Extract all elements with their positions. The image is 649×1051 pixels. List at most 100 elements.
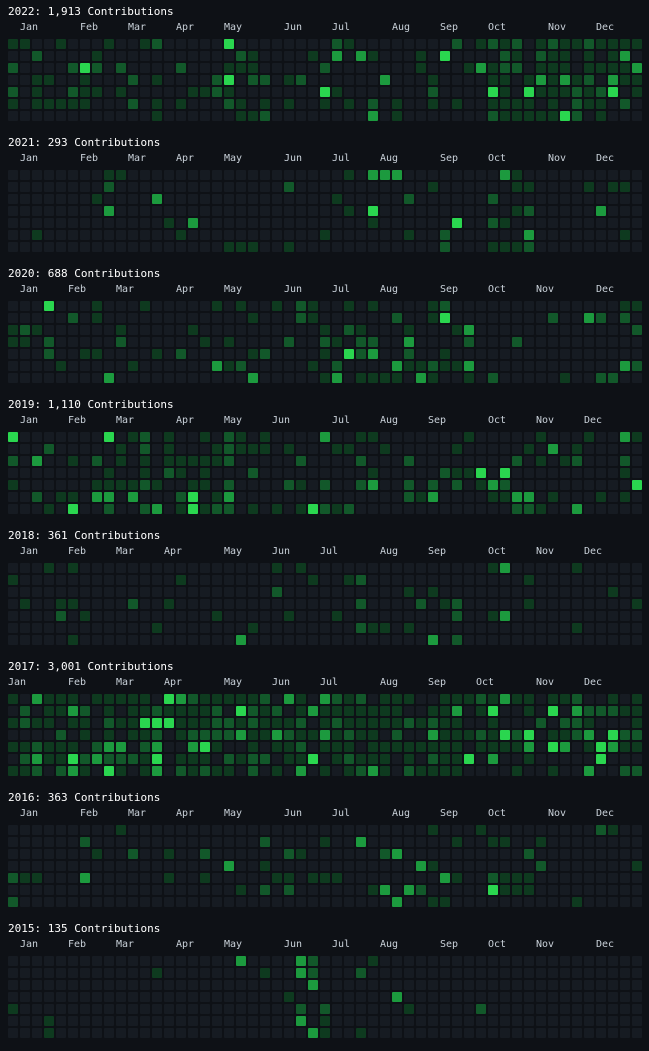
contribution-cell[interactable] [368, 623, 378, 633]
contribution-cell[interactable] [200, 694, 210, 704]
contribution-cell[interactable] [248, 956, 258, 966]
contribution-cell[interactable] [620, 1004, 630, 1014]
contribution-cell[interactable] [560, 325, 570, 335]
contribution-cell[interactable] [548, 718, 558, 728]
contribution-cell[interactable] [560, 623, 570, 633]
contribution-cell[interactable] [164, 563, 174, 573]
contribution-cell[interactable] [320, 504, 330, 514]
contribution-cell[interactable] [548, 492, 558, 502]
contribution-cell[interactable] [188, 742, 198, 752]
contribution-cell[interactable] [344, 492, 354, 502]
contribution-cell[interactable] [356, 825, 366, 835]
contribution-cell[interactable] [452, 742, 462, 752]
contribution-cell[interactable] [392, 51, 402, 61]
contribution-cell[interactable] [608, 754, 618, 764]
contribution-cell[interactable] [224, 373, 234, 383]
contribution-cell[interactable] [188, 432, 198, 442]
contribution-cell[interactable] [524, 1028, 534, 1038]
contribution-cell[interactable] [116, 39, 126, 49]
contribution-cell[interactable] [332, 480, 342, 490]
contribution-cell[interactable] [560, 635, 570, 645]
contribution-cell[interactable] [140, 1004, 150, 1014]
contribution-cell[interactable] [392, 75, 402, 85]
contribution-cell[interactable] [272, 51, 282, 61]
contribution-cell[interactable] [416, 39, 426, 49]
contribution-cell[interactable] [452, 1016, 462, 1026]
contribution-cell[interactable] [284, 111, 294, 121]
contribution-cell[interactable] [164, 849, 174, 859]
contribution-cell[interactable] [464, 563, 474, 573]
contribution-cell[interactable] [356, 492, 366, 502]
contribution-cell[interactable] [500, 99, 510, 109]
contribution-cell[interactable] [608, 206, 618, 216]
contribution-cell[interactable] [248, 51, 258, 61]
contribution-cell[interactable] [80, 111, 90, 121]
contribution-cell[interactable] [548, 706, 558, 716]
contribution-cell[interactable] [296, 575, 306, 585]
contribution-cell[interactable] [44, 1016, 54, 1026]
contribution-cell[interactable] [80, 349, 90, 359]
contribution-cell[interactable] [164, 766, 174, 776]
contribution-cell[interactable] [20, 718, 30, 728]
contribution-cell[interactable] [248, 825, 258, 835]
contribution-cell[interactable] [404, 754, 414, 764]
contribution-cell[interactable] [356, 301, 366, 311]
contribution-cell[interactable] [380, 968, 390, 978]
contribution-cell[interactable] [176, 861, 186, 871]
contribution-cell[interactable] [20, 39, 30, 49]
contribution-cell[interactable] [560, 242, 570, 252]
contribution-cell[interactable] [260, 361, 270, 371]
contribution-cell[interactable] [152, 337, 162, 347]
contribution-cell[interactable] [620, 99, 630, 109]
contribution-cell[interactable] [368, 718, 378, 728]
contribution-cell[interactable] [104, 51, 114, 61]
contribution-cell[interactable] [32, 849, 42, 859]
contribution-cell[interactable] [164, 111, 174, 121]
contribution-cell[interactable] [260, 837, 270, 847]
contribution-cell[interactable] [140, 873, 150, 883]
contribution-cell[interactable] [56, 111, 66, 121]
contribution-cell[interactable] [416, 956, 426, 966]
contribution-cell[interactable] [164, 837, 174, 847]
contribution-cell[interactable] [296, 182, 306, 192]
contribution-cell[interactable] [332, 980, 342, 990]
contribution-cell[interactable] [140, 504, 150, 514]
contribution-cell[interactable] [272, 694, 282, 704]
contribution-cell[interactable] [296, 456, 306, 466]
contribution-cell[interactable] [188, 873, 198, 883]
contribution-cell[interactable] [284, 206, 294, 216]
contribution-cell[interactable] [128, 456, 138, 466]
contribution-cell[interactable] [224, 337, 234, 347]
contribution-cell[interactable] [224, 587, 234, 597]
contribution-cell[interactable] [284, 730, 294, 740]
contribution-cell[interactable] [44, 1004, 54, 1014]
contribution-cell[interactable] [176, 361, 186, 371]
contribution-cell[interactable] [140, 992, 150, 1002]
contribution-cell[interactable] [416, 242, 426, 252]
contribution-cell[interactable] [332, 730, 342, 740]
contribution-cell[interactable] [428, 956, 438, 966]
contribution-cell[interactable] [536, 75, 546, 85]
contribution-cell[interactable] [284, 313, 294, 323]
contribution-cell[interactable] [572, 230, 582, 240]
contribution-cell[interactable] [92, 956, 102, 966]
contribution-cell[interactable] [632, 742, 642, 752]
contribution-cell[interactable] [428, 492, 438, 502]
contribution-cell[interactable] [380, 837, 390, 847]
contribution-cell[interactable] [308, 992, 318, 1002]
contribution-cell[interactable] [308, 968, 318, 978]
contribution-cell[interactable] [188, 182, 198, 192]
contribution-cell[interactable] [8, 75, 18, 85]
contribution-cell[interactable] [128, 587, 138, 597]
contribution-cell[interactable] [524, 861, 534, 871]
contribution-cell[interactable] [320, 849, 330, 859]
contribution-cell[interactable] [80, 325, 90, 335]
contribution-cell[interactable] [80, 361, 90, 371]
contribution-cell[interactable] [80, 754, 90, 764]
contribution-cell[interactable] [284, 754, 294, 764]
contribution-cell[interactable] [584, 63, 594, 73]
contribution-cell[interactable] [308, 742, 318, 752]
contribution-cell[interactable] [56, 825, 66, 835]
contribution-cell[interactable] [620, 718, 630, 728]
contribution-cell[interactable] [32, 599, 42, 609]
